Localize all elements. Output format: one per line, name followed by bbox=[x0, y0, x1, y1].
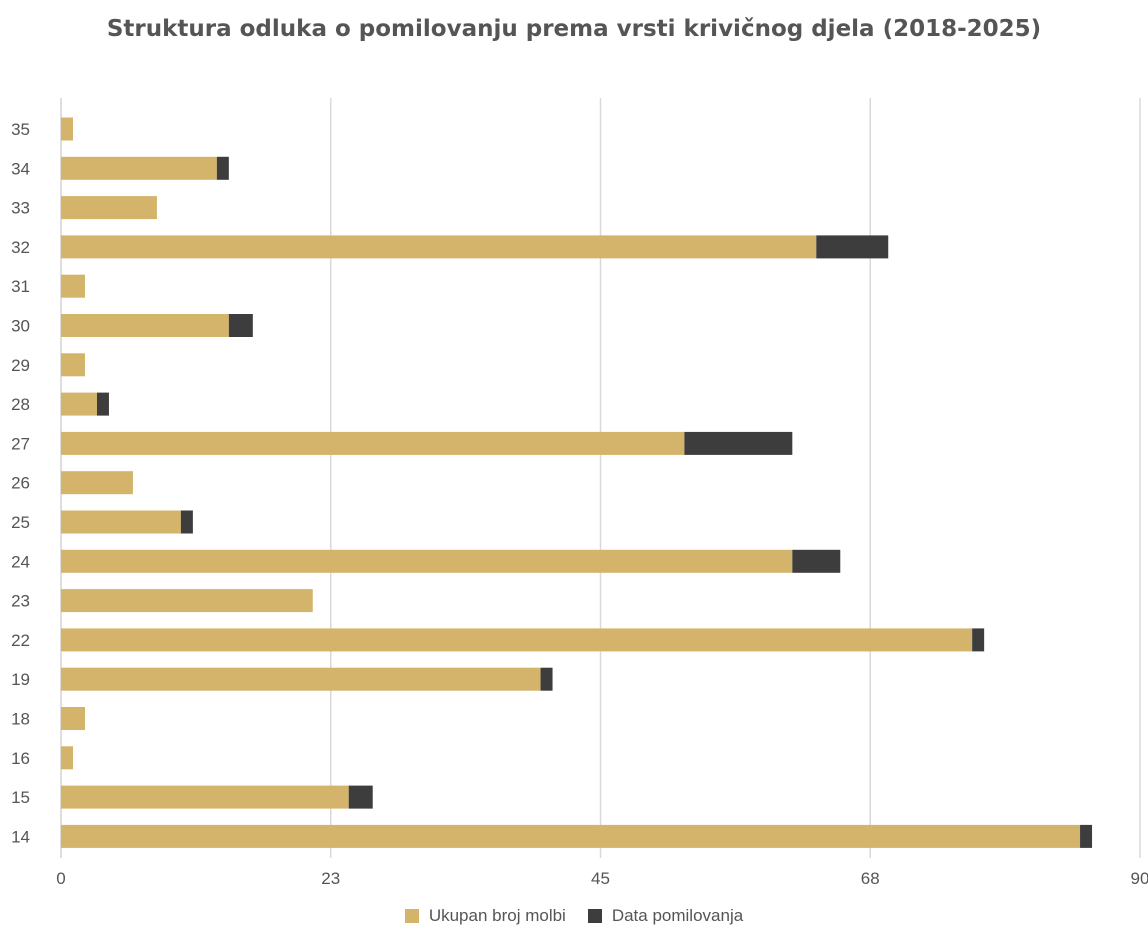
grid-lines bbox=[60, 98, 1141, 858]
bar-ukupan-broj-molbi bbox=[61, 274, 85, 298]
y-tick-label: 24 bbox=[11, 552, 30, 571]
bar-ukupan-broj-molbi bbox=[61, 510, 181, 534]
bar-ukupan-broj-molbi bbox=[61, 785, 349, 809]
bar-ukupan-broj-molbi bbox=[61, 314, 229, 337]
y-tick-label: 23 bbox=[11, 592, 30, 611]
legend: Ukupan broj molbi Data pomilovanja bbox=[0, 906, 1148, 926]
y-tick-label: 14 bbox=[11, 827, 30, 846]
y-tick-label: 27 bbox=[11, 434, 30, 453]
y-axis-ticks: 35 34 33 32 31 30 29 28 27 26 25 24 23 22 19 18 16 15 14 bbox=[11, 120, 30, 846]
bar-data-pomilovanja bbox=[1080, 824, 1093, 848]
chart-title: Struktura odluka o pomilovanju prema vrs… bbox=[106, 16, 1042, 42]
bar-ukupan-broj-molbi bbox=[61, 628, 973, 652]
bar-data-pomilovanja bbox=[228, 314, 253, 337]
bar-ukupan-broj-molbi bbox=[61, 156, 217, 180]
y-tick-label: 28 bbox=[11, 395, 30, 414]
legend-item-granted: Data pomilovanja bbox=[587, 906, 744, 926]
legend-swatch-granted bbox=[587, 909, 602, 923]
bar-data-pomilovanja bbox=[972, 628, 985, 652]
y-tick-label: 15 bbox=[11, 788, 30, 807]
bar-ukupan-broj-molbi bbox=[61, 471, 133, 495]
y-tick-label: 26 bbox=[11, 474, 30, 493]
bar-ukupan-broj-molbi bbox=[61, 824, 1081, 848]
bar-ukupan-broj-molbi bbox=[61, 117, 73, 141]
y-tick-label: 18 bbox=[11, 710, 30, 729]
x-tick-label: 0 bbox=[56, 869, 65, 888]
bar-ukupan-broj-molbi bbox=[61, 549, 793, 573]
legend-label-granted: Data pomilovanja bbox=[611, 906, 744, 925]
x-tick-label: 90 bbox=[1131, 869, 1148, 888]
bar-data-pomilovanja bbox=[816, 235, 889, 259]
y-tick-label: 22 bbox=[11, 631, 30, 650]
bar-ukupan-broj-molbi bbox=[61, 196, 157, 220]
y-tick-label: 33 bbox=[11, 199, 30, 218]
bar-data-pomilovanja bbox=[684, 431, 793, 455]
bar-ukupan-broj-molbi bbox=[61, 431, 685, 455]
y-tick-label: 16 bbox=[11, 749, 30, 768]
bar-chart: 35 34 33 32 31 30 29 28 27 26 25 24 23 22 19 18 16 15 14 0… bbox=[11, 98, 1148, 888]
x-tick-label: 45 bbox=[591, 869, 610, 888]
bar-data-pomilovanja bbox=[540, 667, 553, 691]
y-tick-label: 29 bbox=[11, 356, 30, 375]
bar-ukupan-broj-molbi bbox=[61, 667, 541, 691]
bar-ukupan-broj-molbi bbox=[61, 746, 73, 770]
y-tick-label: 34 bbox=[11, 159, 30, 178]
x-axis-ticks: 0 23 45 68 90 bbox=[56, 869, 1148, 888]
bar-data-pomilovanja bbox=[348, 785, 373, 809]
x-tick-label: 23 bbox=[321, 869, 340, 888]
legend-item-total: Ukupan broj molbi bbox=[404, 906, 566, 926]
y-tick-label: 30 bbox=[11, 317, 30, 336]
y-tick-label: 19 bbox=[11, 670, 30, 689]
bar-data-pomilovanja bbox=[216, 156, 229, 180]
bars bbox=[61, 117, 1093, 848]
bar-ukupan-broj-molbi bbox=[61, 707, 85, 730]
legend-swatch-total bbox=[404, 909, 419, 923]
bar-data-pomilovanja bbox=[180, 510, 193, 534]
bar-ukupan-broj-molbi bbox=[61, 392, 97, 416]
bar-ukupan-broj-molbi bbox=[61, 589, 313, 613]
bar-ukupan-broj-molbi bbox=[61, 353, 85, 377]
y-tick-label: 32 bbox=[11, 238, 30, 257]
x-tick-label: 68 bbox=[861, 869, 880, 888]
bar-ukupan-broj-molbi bbox=[61, 235, 817, 259]
legend-label-total: Ukupan broj molbi bbox=[428, 906, 566, 925]
y-tick-label: 35 bbox=[11, 120, 30, 139]
y-tick-label: 25 bbox=[11, 513, 30, 532]
bar-data-pomilovanja bbox=[96, 392, 109, 416]
bar-data-pomilovanja bbox=[792, 549, 841, 573]
y-tick-label: 31 bbox=[11, 277, 30, 296]
